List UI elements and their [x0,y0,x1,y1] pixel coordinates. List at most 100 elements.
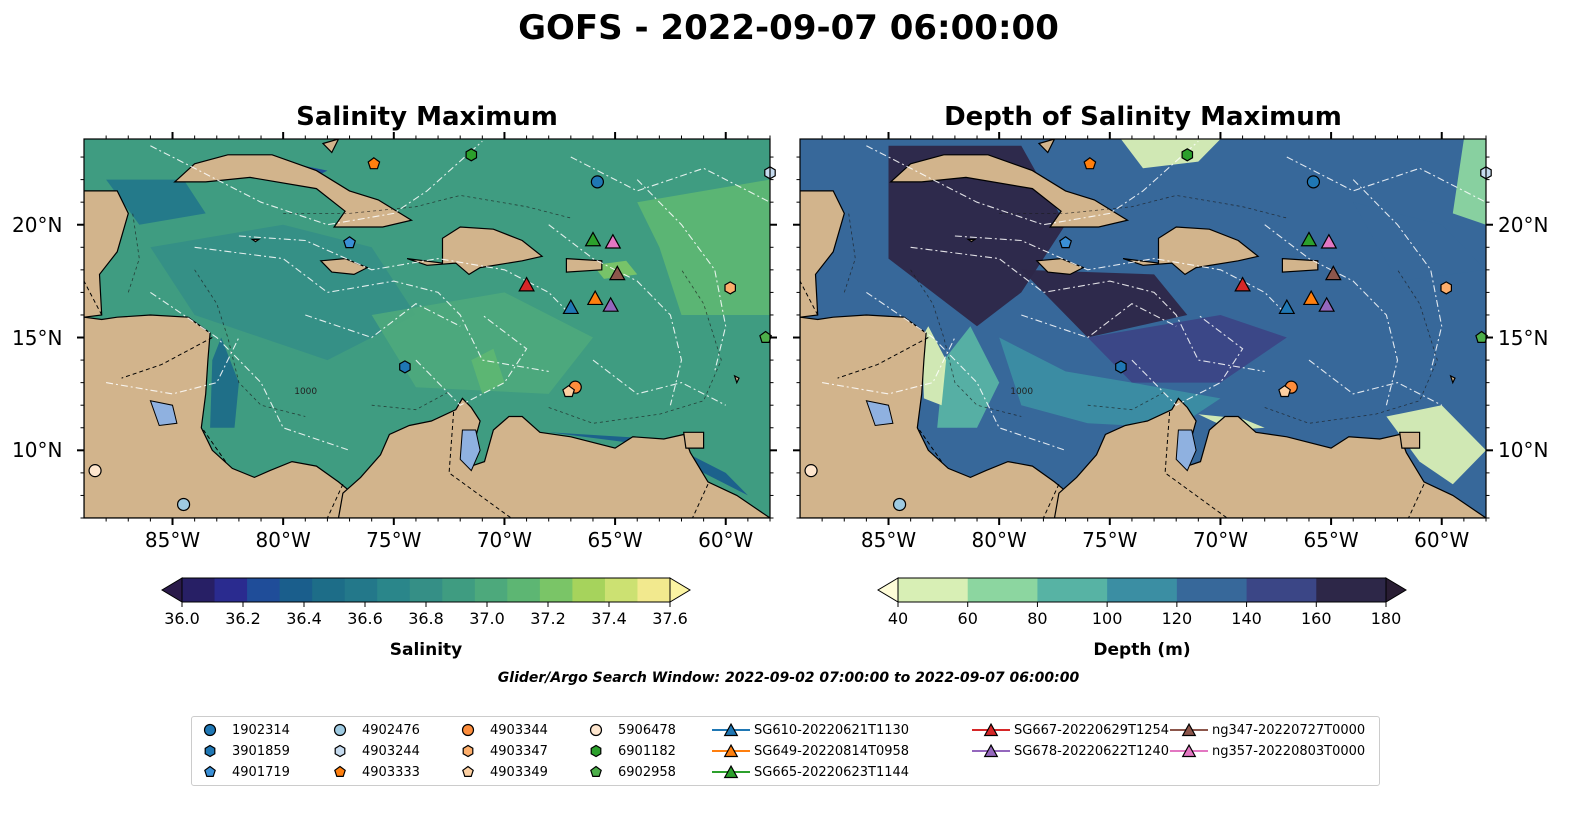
colorbar-swatch-2 [1037,578,1108,602]
legend-item: 4903344 [458,722,548,738]
colorbar-swatch-3 [279,578,313,602]
colorbar-swatch-1 [214,578,248,602]
lon-tick-label: 80°W [971,528,1027,552]
legend-label: 6901182 [618,743,676,759]
legend-label: 1902314 [232,722,290,738]
legend-label: 4902476 [362,722,420,738]
glider-marker-SG649-20220814T0958 [586,289,604,306]
land-barbados [733,374,740,385]
colorbar-swatch-0 [182,578,216,602]
argo-marker-3901859 [1115,360,1127,374]
argo-marker-1902314 [1306,175,1320,189]
land-cayman [966,238,977,243]
panel-title-depth: Depth of Salinity Maximum [944,102,1342,132]
isobath-label: 1000 [294,387,317,397]
lat-tick-label: 10°N [1498,438,1549,463]
legend-item: SG665-20220623T1144 [712,764,909,780]
lon-tick-label: 85°W [860,528,917,552]
legend-marker-icon [1170,743,1208,758]
colorbar-swatch-9 [474,578,508,602]
field-region-9 [1386,405,1486,485]
legend-label: 4903347 [490,743,548,759]
legend-marker-icon [204,765,216,777]
eez-line-10 [1286,156,1486,203]
legend-item: 6902958 [586,764,676,780]
legend-marker-icon [1170,722,1208,737]
glider-marker-SG610-20220621T1130 [562,298,580,315]
isobath-1 [283,194,571,219]
search-window-text: Glider/Argo Search Window: 2022-09-02 07… [497,670,1080,686]
glider-marker-SG667-20220629T1254 [1234,276,1251,292]
land-trinidad [683,431,705,449]
land-jamaica [1035,257,1085,276]
legend-label: 6902958 [618,764,676,780]
isobath-4 [1087,391,1166,411]
glider-marker-SG610-20220621T1130 [1278,298,1296,315]
land-bahamas [321,139,340,154]
land-barbados [1449,374,1456,385]
field-region-4 [937,326,1000,428]
land-hispaniola [406,226,544,276]
argo-marker-6901182 [1181,148,1194,162]
land-yucatan [800,190,845,318]
panel-title-salinity: Salinity Maximum [296,102,558,132]
legend-item: SG678-20220622T1240 [972,743,1169,759]
lat-tick-label: 10°N [12,438,63,463]
glider-marker-ng347-20220727T0000 [1324,265,1342,281]
eez-line-6 [1131,314,1244,406]
glider-marker-ng357-20220803T0000 [1320,233,1338,249]
argo-marker-4903333 [367,157,381,170]
legend-marker-icon [712,722,750,737]
colorbar-tick-label: 180 [1371,609,1402,628]
legend-item: 4902476 [330,722,420,738]
legend-marker-icon [972,743,1010,758]
colorbar-swatch-7 [409,578,443,602]
legend-marker-icon [462,765,474,777]
legend-marker-icon [333,723,347,737]
colorbar-swatch-4 [1176,578,1248,602]
legend-marker-icon [590,744,602,758]
legend-marker-icon [204,744,216,758]
depth-colorbar: 40 60 80 100 120 140 160 180 [877,577,1407,628]
colorbar-tick-label: 36.2 [225,609,261,628]
land-puerto-rico [565,257,603,273]
field-region-5 [921,326,947,406]
lake-lake-maracaibo [1175,429,1197,472]
legend: 1902314 3901859 4901719 4902476 4903244 49033… [191,716,1380,786]
glider-marker-SG649-20220814T0958 [1302,289,1320,306]
legend-item: 5906478 [586,722,676,738]
lon-tick-label: 70°W [476,528,533,552]
colorbar-swatch-1 [967,578,1038,602]
colorbar-extend-high [669,577,691,603]
glider-marker-ng357-20220803T0000 [604,233,622,249]
lat-tick-label: 20°N [1498,212,1549,237]
legend-label: SG667-20220629T1254 [1014,722,1170,738]
legend-label: ng347-20220727T0000 [1212,722,1366,738]
glider-marker-SG678-20220622T1240 [602,296,620,312]
land-cayman [250,238,261,243]
eez-line-6 [415,314,528,406]
colorbar-tick-label: 60 [958,609,978,628]
eez-line-9 [1308,359,1442,406]
colorbar-tick-label: 37.4 [591,609,627,628]
glider-marker-SG667-20220629T1254 [518,276,535,292]
legend-label: 3901859 [232,743,290,759]
legend-marker-icon [461,723,475,737]
glider-marker-ng347-20220727T0000 [608,265,626,281]
land-trinidad [1399,431,1421,449]
argo-marker-4901719 [1059,236,1073,249]
colorbar-tick-label: 36.4 [286,609,322,628]
legend-marker-icon [462,744,474,758]
colorbar-swatch-14 [637,578,671,602]
argo-marker-4901719 [343,236,357,249]
main-title: GOFS - 2022-09-07 06:00:00 [518,8,1059,48]
land [84,139,770,518]
colorbar-swatch-12 [572,578,606,602]
colorbar-tick-label: 37.0 [469,609,505,628]
colorbar-label-depth: Depth (m) [1093,640,1191,660]
lat-tick-label: 20°N [12,212,63,237]
colorbar-swatch-10 [507,578,541,602]
legend-label: 5906478 [618,722,676,738]
map-ticks [77,132,777,525]
eez-line-1 [910,246,1265,372]
